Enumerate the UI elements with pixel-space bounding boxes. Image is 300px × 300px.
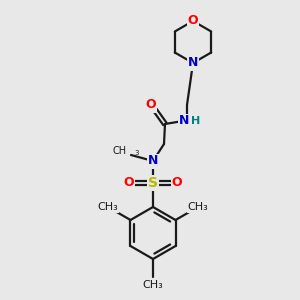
- Text: O: O: [124, 176, 134, 190]
- Text: O: O: [188, 14, 198, 28]
- Text: 3: 3: [134, 150, 139, 156]
- Text: N: N: [188, 56, 198, 70]
- Text: O: O: [172, 176, 182, 190]
- Text: N: N: [179, 115, 189, 128]
- Text: CH₃: CH₃: [98, 202, 118, 212]
- Text: N: N: [148, 154, 158, 167]
- Text: S: S: [148, 176, 158, 190]
- Text: CH₃: CH₃: [142, 280, 164, 290]
- Text: O: O: [146, 98, 156, 112]
- Text: H: H: [191, 116, 201, 126]
- Text: CH₃: CH₃: [188, 202, 208, 212]
- Text: CH: CH: [113, 146, 127, 156]
